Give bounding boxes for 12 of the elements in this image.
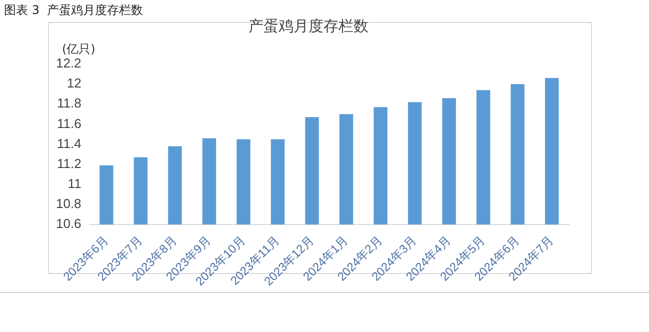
y-tick-label: 11 (68, 176, 82, 191)
y-axis-title: (亿只) (62, 42, 96, 56)
y-tick-label: 11.4 (56, 136, 82, 151)
text: 图表 3 产蛋鸡月度存栏数 (4, 2, 144, 19)
y-tick-label: 10.6 (56, 216, 82, 232)
y-tick-label: 12 (66, 76, 82, 91)
y-tick-label: 11.6 (56, 116, 82, 131)
y-tick-label: 10.8 (56, 196, 82, 212)
y-tick-label: 11.2 (56, 156, 82, 171)
y-tick-label: 11.8 (56, 96, 82, 111)
y-tick-label: 12.2 (56, 56, 82, 71)
chart-title: 产蛋鸡月度存栏数 (248, 16, 368, 35)
